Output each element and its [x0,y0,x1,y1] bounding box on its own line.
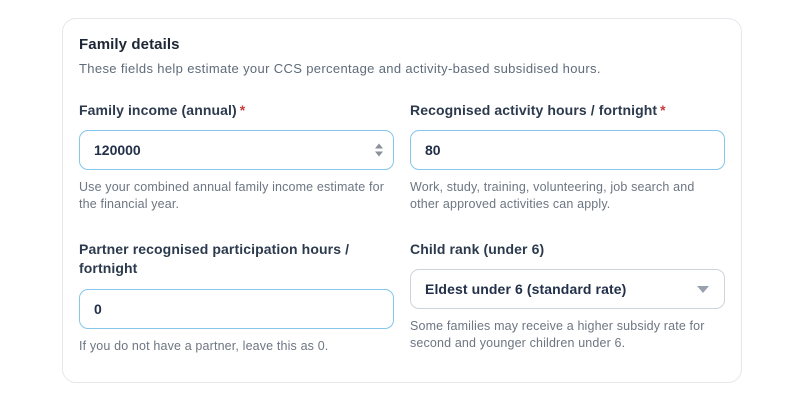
partner-hours-input[interactable] [79,288,394,329]
select-value: Eldest under 6 (standard rate) [425,281,627,298]
card-subtitle: These fields help estimate your CCS perc… [79,61,601,76]
field-label: Family income (annual) * [79,101,394,121]
field-activity-hours: Recognised activity hours / fortnight* W… [410,101,725,214]
required-asterisk: * [660,101,666,118]
activity-hours-input[interactable] [410,130,725,171]
family-income-input[interactable] [79,130,394,171]
field-label: Recognised activity hours / fortnight * [410,101,725,121]
field-help: Work, study, training, volunteering, job… [410,180,695,212]
field-label-text: Recognised activity hours / fortnight [410,101,658,118]
field-label: Child rank (under 6) [410,240,725,260]
chevron-down-icon [697,286,709,294]
field-child-rank: Child rank (under 6) Eldest under 6 (sta… [410,240,725,353]
field-control: Eldest under 6 (standard rate) [410,269,725,310]
child-rank-select[interactable]: Eldest under 6 (standard rate) [410,269,725,310]
field-help: Use your combined annual family income e… [79,180,385,212]
family-details-card: Family details These fields help estimat… [62,18,742,383]
field-label-text: Partner recognised participation hours /… [79,240,350,277]
field-control [410,130,725,171]
fields-grid: Family income (annual)* Use your combine… [79,101,725,356]
field-label-text: Child rank (under 6) [410,240,545,257]
required-asterisk: * [239,101,246,118]
field-help: Some families may receive a higher subsi… [410,319,705,351]
number-stepper-icon[interactable] [375,143,383,157]
card-title: Family details [79,36,180,53]
stepper-up-icon[interactable] [375,143,383,149]
field-label-text: Family income (annual) [79,101,237,118]
field-label: Partner recognised participation hours /… [79,240,394,279]
stepper-down-icon[interactable] [375,151,383,157]
field-family-income: Family income (annual)* Use your combine… [79,101,394,214]
field-control [79,130,394,171]
field-partner-hours: Partner recognised participation hours /… [79,240,394,355]
field-control [79,288,394,329]
field-help: If you do not have a partner, leave this… [79,338,329,353]
